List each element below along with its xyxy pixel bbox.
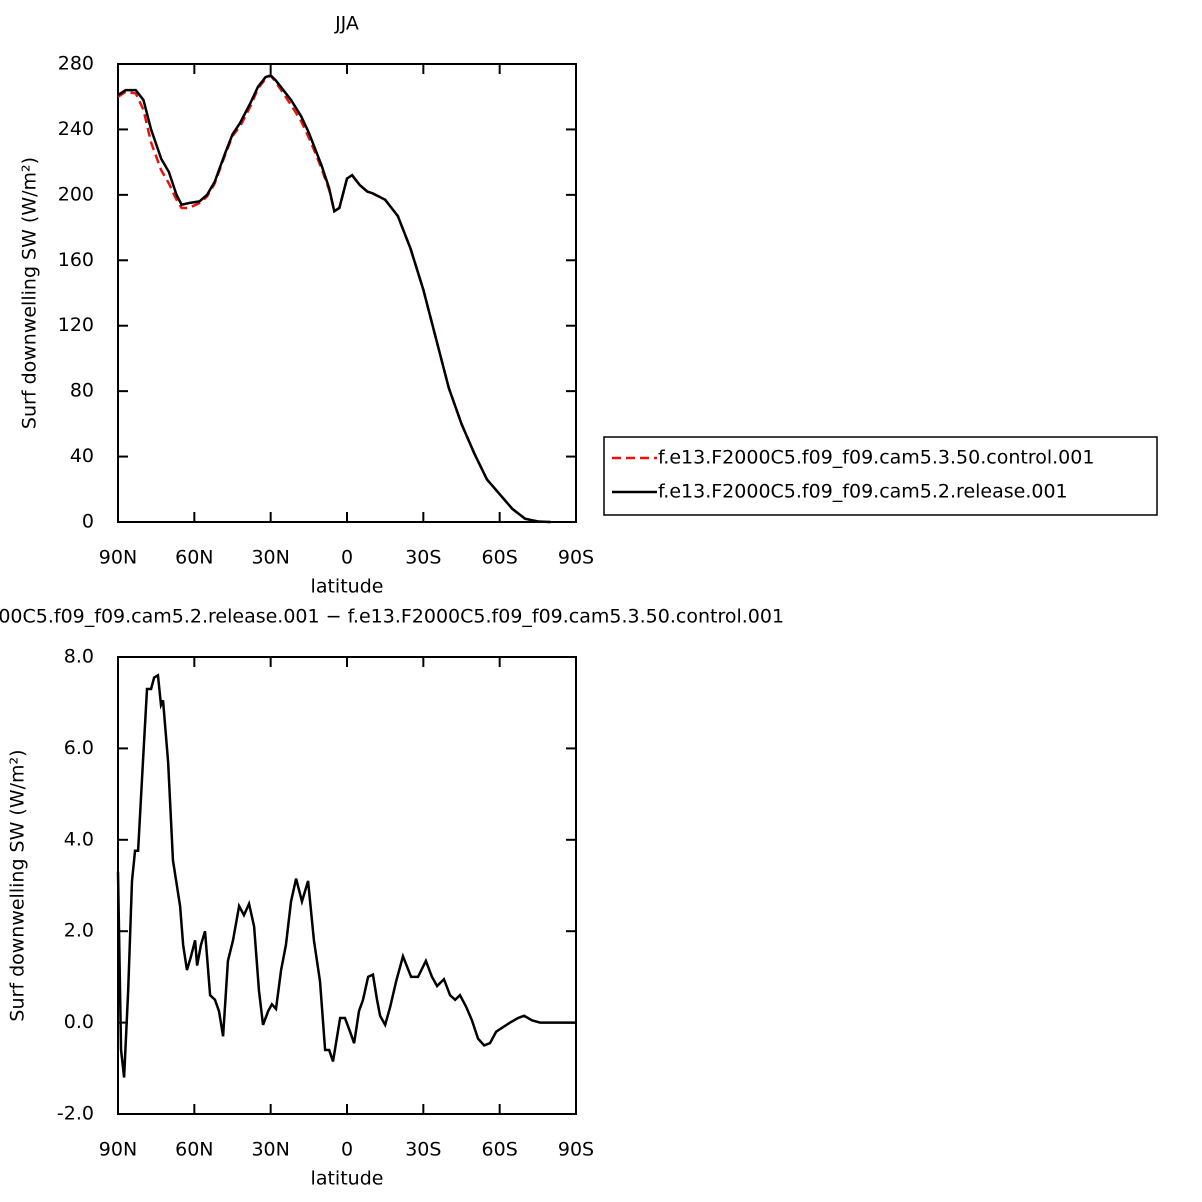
legend-label: f.e13.F2000C5.f09_f09.cam5.3.50.control.… <box>658 447 1094 469</box>
x-tick-label: 60N <box>175 547 213 569</box>
legend-label: f.e13.F2000C5.f09_f09.cam5.2.release.001 <box>658 481 1068 503</box>
data-line <box>117 74 551 524</box>
y-tick-label: 120 <box>58 314 94 336</box>
x-tick-label: 60S <box>482 1139 518 1161</box>
x-tick-label: 0 <box>341 547 353 569</box>
x-axis-label: latitude <box>311 576 384 598</box>
y-tick-label: 6.0 <box>64 737 94 759</box>
x-tick-label: 90S <box>558 1139 594 1161</box>
y-tick-label: 0.0 <box>64 1011 94 1033</box>
y-axis-label: Surf downwelling SW (W/m²) <box>19 157 41 429</box>
chart-title: f.e13.F2000C5.f09_f09.cam5.2.release.001… <box>0 606 784 628</box>
x-tick-label: 30N <box>251 1139 289 1161</box>
x-tick-label: 30S <box>405 547 441 569</box>
y-tick-label: 8.0 <box>64 646 94 668</box>
x-tick-label: 60N <box>175 1139 213 1161</box>
x-tick-label: 0 <box>341 1139 353 1161</box>
x-tick-label: 90S <box>558 547 594 569</box>
y-tick-label: 2.0 <box>64 920 94 942</box>
x-tick-label: 90N <box>99 1139 137 1161</box>
legend-box <box>603 436 1158 516</box>
y-tick-label: -2.0 <box>57 1103 94 1125</box>
x-tick-label: 90N <box>99 547 137 569</box>
plot-frame <box>117 656 577 1115</box>
data-line <box>117 73 551 524</box>
y-tick-label: 4.0 <box>64 828 94 850</box>
y-tick-label: 0 <box>82 511 94 533</box>
chart-title: JJA <box>334 13 359 35</box>
x-tick-label: 60S <box>482 547 518 569</box>
y-axis-label: Surf downwelling SW (W/m²) <box>7 749 29 1021</box>
x-axis-label: latitude <box>311 1168 384 1190</box>
y-tick-label: 200 <box>58 183 94 205</box>
x-tick-label: 30N <box>251 547 289 569</box>
data-line <box>116 673 576 1078</box>
y-tick-label: 240 <box>58 118 94 140</box>
y-tick-label: 280 <box>58 53 94 75</box>
plot-frame <box>117 63 577 523</box>
y-tick-label: 80 <box>70 380 94 402</box>
x-tick-label: 30S <box>405 1139 441 1161</box>
y-tick-label: 40 <box>70 445 94 467</box>
y-tick-label: 160 <box>58 249 94 271</box>
